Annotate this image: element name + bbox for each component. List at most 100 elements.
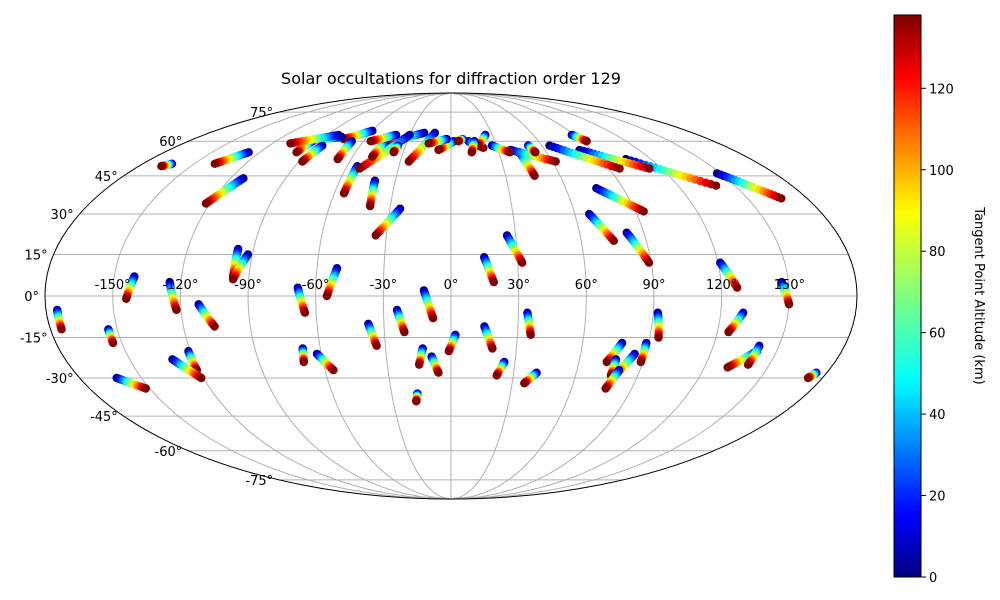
track-point xyxy=(434,145,443,155)
track-point xyxy=(329,365,338,375)
track-point xyxy=(488,344,497,353)
lat-tick-label: 0° xyxy=(24,290,39,305)
occultation-track xyxy=(492,357,509,380)
track-point xyxy=(654,333,663,342)
colorbar-tick-label: 100 xyxy=(929,164,954,179)
track-point xyxy=(300,308,310,317)
occultation-track xyxy=(502,231,527,267)
lat-tick-label: 45° xyxy=(95,170,118,185)
occultation-track xyxy=(298,344,308,367)
lat-tick-label: -75° xyxy=(245,474,273,489)
track-point xyxy=(644,258,654,267)
colorbar-tick-label: 120 xyxy=(929,82,954,97)
colorbar-tick-label: 0 xyxy=(929,571,937,586)
colorbar: 0 20 40 60 80 100 120 Tangent Point Altitude (… xyxy=(893,14,986,586)
track-point xyxy=(526,330,535,339)
track-point xyxy=(389,148,398,157)
occultation-track xyxy=(622,228,654,267)
occultation-track xyxy=(392,305,409,337)
lon-tick-label: 90° xyxy=(642,278,665,293)
latitude-tick-labels: -75° -60° -45° -30° -15° 0° 15° 30° 45° 60° 75° xyxy=(20,106,273,489)
track-point xyxy=(57,325,66,334)
occultation-track xyxy=(585,209,618,245)
colorbar-tick-label: 40 xyxy=(929,408,946,423)
occultation-track xyxy=(636,338,651,367)
lon-tick-label: 0° xyxy=(444,278,459,293)
occultation-track xyxy=(592,184,648,216)
occultation-track xyxy=(621,154,721,190)
occultation-track xyxy=(165,277,181,315)
occultation-track xyxy=(653,308,663,342)
track-point xyxy=(201,199,211,208)
lon-tick-label: -60° xyxy=(302,278,330,293)
track-point xyxy=(412,397,421,406)
longitude-tick-labels: -150° -120° -90° -60° -30° 0° 30° 60° 90° 120° 150… xyxy=(95,278,805,293)
occultation-track xyxy=(322,264,342,301)
track-point xyxy=(520,379,529,388)
occultation-track xyxy=(157,159,177,171)
occultation-track xyxy=(293,283,310,317)
occultation-track xyxy=(366,130,401,146)
track-point xyxy=(454,137,463,146)
track-point xyxy=(636,357,645,367)
lon-tick-label: -90° xyxy=(234,278,262,293)
occultation-track xyxy=(53,305,66,334)
track-point xyxy=(172,305,181,315)
track-point xyxy=(292,148,301,157)
occultation-track xyxy=(371,204,405,240)
lon-tick-label: 150° xyxy=(774,278,805,293)
track-point xyxy=(371,231,380,240)
colorbar-label: Tangent Point Altitude (km) xyxy=(971,206,986,384)
occultation-track xyxy=(743,341,764,369)
track-point xyxy=(368,152,377,161)
occultation-track xyxy=(487,141,515,157)
track-point xyxy=(531,148,540,157)
track-point xyxy=(424,139,433,148)
track-point xyxy=(489,277,498,287)
track-point xyxy=(615,164,624,173)
lat-tick-label: -45° xyxy=(90,410,118,425)
occultation-track xyxy=(480,253,498,287)
track-point xyxy=(400,327,409,337)
track-point xyxy=(355,164,364,173)
colorbar-gradient xyxy=(893,14,922,578)
occultation-track xyxy=(419,286,438,323)
occultation-track xyxy=(286,130,343,148)
lat-tick-label: 60° xyxy=(159,135,182,150)
occultation-track xyxy=(424,134,451,148)
occultation-track xyxy=(368,137,390,161)
track-point xyxy=(444,347,453,356)
occultation-track xyxy=(412,389,422,406)
lat-tick-label: -30° xyxy=(46,372,74,387)
track-point xyxy=(428,314,438,323)
occultation-track xyxy=(415,344,427,369)
track-point xyxy=(645,164,654,173)
track-point xyxy=(210,159,219,168)
track-point xyxy=(286,139,295,148)
track-point xyxy=(530,171,539,180)
occultation-track xyxy=(467,137,479,157)
lat-tick-label: -15° xyxy=(20,332,48,347)
track-point xyxy=(724,327,733,337)
occultation-track xyxy=(339,126,377,144)
track-point xyxy=(299,357,308,367)
occultation-track xyxy=(194,300,219,331)
occultation-track xyxy=(210,148,253,168)
occultation-track xyxy=(365,176,380,211)
graticule-grid xyxy=(45,92,857,500)
occultation-track xyxy=(454,134,467,146)
occultation-track xyxy=(168,355,206,383)
track-point xyxy=(122,294,131,303)
track-point xyxy=(743,360,753,369)
lon-tick-label: -30° xyxy=(369,278,397,293)
occultation-track xyxy=(523,308,535,339)
lon-tick-label: -120° xyxy=(162,278,198,293)
track-point xyxy=(777,194,786,203)
occultation-track xyxy=(122,272,139,303)
track-point xyxy=(298,157,307,166)
occultation-track xyxy=(480,322,497,353)
track-point xyxy=(404,157,413,166)
occultation-track xyxy=(104,325,118,348)
colorbar-tick-label: 80 xyxy=(929,245,946,260)
